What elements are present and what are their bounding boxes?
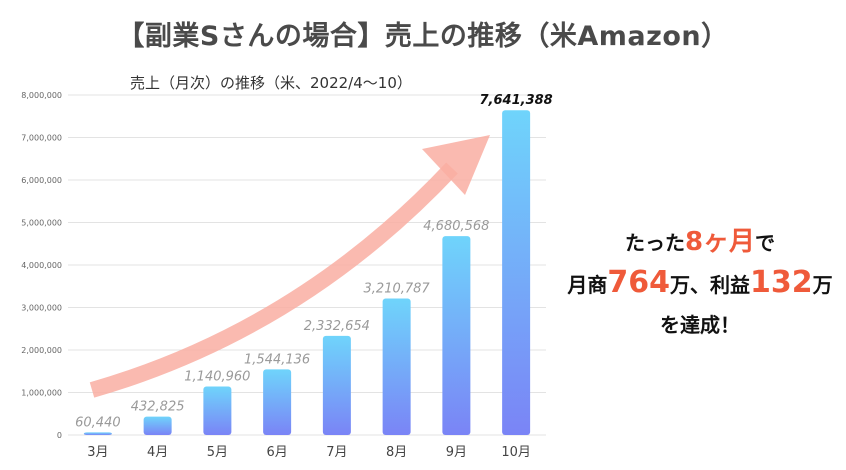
x-tick-label: 3月 bbox=[87, 445, 108, 460]
y-tick-label: 4,000,000 bbox=[21, 261, 62, 270]
x-tick-label: 5月 bbox=[207, 445, 228, 460]
data-label: 4,680,568 bbox=[423, 219, 489, 234]
trend-arrow-shaft bbox=[89, 162, 458, 398]
trend-arrow-head bbox=[422, 135, 490, 195]
y-tick-label: 2,000,000 bbox=[21, 346, 62, 355]
y-tick-label: 3,000,000 bbox=[21, 304, 62, 313]
callout-line1-post: で bbox=[755, 231, 776, 255]
data-label: 7,641,388 bbox=[480, 93, 553, 108]
callout-line1-pre: たった bbox=[624, 231, 685, 255]
data-label: 2,332,654 bbox=[304, 319, 370, 334]
achievement-callout: たった8ヶ月で 月商764万、利益132万 を達成！ bbox=[555, 228, 845, 339]
x-tick-label: 7月 bbox=[326, 445, 347, 460]
callout-line-2: 月商764万、利益132万 bbox=[555, 263, 845, 305]
callout-line2-a: 月商 bbox=[567, 273, 608, 297]
x-tick-label: 8月 bbox=[386, 445, 407, 460]
y-tick-label: 0 bbox=[57, 431, 62, 440]
bar bbox=[263, 369, 292, 435]
y-tick-label: 8,000,000 bbox=[21, 91, 62, 100]
x-tick-label: 10月 bbox=[501, 445, 531, 460]
bar bbox=[322, 335, 351, 435]
callout-line2-b: 万、利益 bbox=[670, 273, 750, 297]
bar bbox=[382, 298, 411, 435]
callout-line-3: を達成！ bbox=[660, 313, 740, 337]
bar bbox=[442, 236, 471, 435]
y-tick-label: 1,000,000 bbox=[21, 389, 62, 398]
callout-period-highlight: 8ヶ月 bbox=[684, 227, 756, 257]
data-labels: 60,440 432,825 1,140,960 1,544,136 2,332,654… bbox=[75, 93, 553, 430]
bars bbox=[83, 110, 531, 435]
trend-arrow bbox=[89, 135, 490, 398]
x-tick-label: 4月 bbox=[147, 445, 168, 460]
callout-revenue-highlight: 764 bbox=[607, 265, 670, 300]
callout-profit-highlight: 132 bbox=[750, 265, 813, 300]
bar bbox=[203, 386, 232, 435]
data-label: 1,140,960 bbox=[184, 370, 250, 385]
x-tick-label: 9月 bbox=[446, 445, 467, 460]
callout-line2-c: 万 bbox=[812, 273, 833, 297]
data-label: 3,210,787 bbox=[364, 282, 431, 297]
y-tick-label: 7,000,000 bbox=[21, 134, 62, 143]
bar bbox=[143, 416, 172, 435]
x-axis-ticks: 3月 4月 5月 6月 7月 8月 9月 10月 bbox=[87, 445, 531, 460]
data-label: 60,440 bbox=[75, 415, 121, 430]
y-tick-label: 6,000,000 bbox=[21, 176, 62, 185]
callout-line-1: たった8ヶ月で bbox=[555, 228, 845, 257]
chart-title: 売上（月次）の推移（米、2022/4〜10） bbox=[130, 74, 412, 92]
data-label: 1,544,136 bbox=[244, 352, 310, 367]
bar bbox=[83, 432, 112, 435]
y-axis-ticks: 0 1,000,000 2,000,000 3,000,000 4,000,000 5,0… bbox=[21, 91, 62, 440]
page-headline: 【副業Sさんの場合】売上の推移（米Amazon） bbox=[117, 21, 729, 52]
y-tick-label: 5,000,000 bbox=[21, 219, 62, 228]
data-label: 432,825 bbox=[131, 400, 185, 415]
bar bbox=[502, 110, 531, 435]
x-tick-label: 6月 bbox=[266, 445, 287, 460]
